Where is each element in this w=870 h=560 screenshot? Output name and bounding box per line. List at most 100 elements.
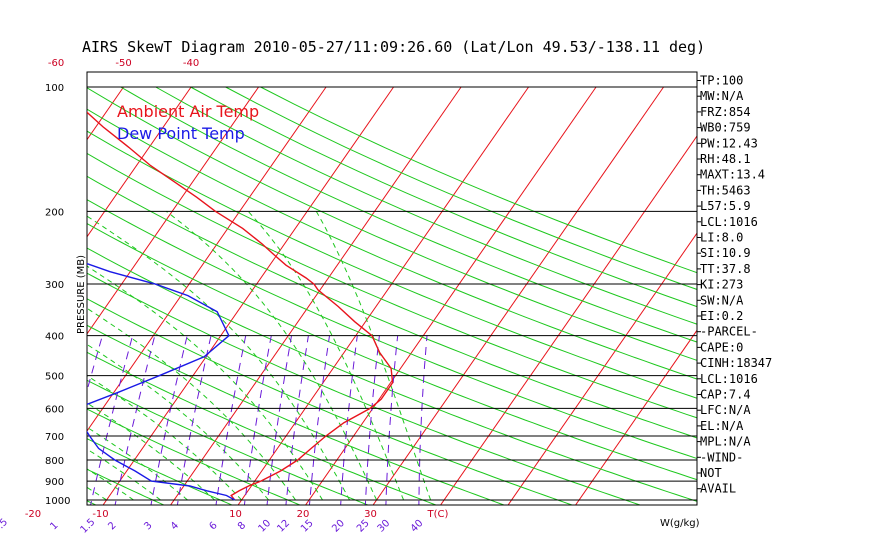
dry-adiabat-line xyxy=(0,87,35,509)
stat-item: L57:5.9 xyxy=(700,199,751,213)
moist-adiabat-line xyxy=(87,402,215,501)
dry-adiabat-line xyxy=(87,272,642,505)
pressure-tick-label: 100 xyxy=(45,83,64,94)
dry-adiabat-line xyxy=(87,298,574,505)
stat-item: WB0:759 xyxy=(700,121,751,135)
mixing-ratio-line xyxy=(418,335,428,505)
isotherm-line xyxy=(507,232,697,505)
stat-item: RH:48.1 xyxy=(700,152,751,166)
pressure-tick-label: 700 xyxy=(45,432,64,443)
mixing-ratio-line xyxy=(266,335,292,505)
sounding-profiles xyxy=(87,111,394,501)
stat-item: LCL:1016 xyxy=(700,215,758,229)
pressure-tick-label: 1000 xyxy=(45,496,70,507)
stat-item: -WIND- xyxy=(700,450,743,464)
dry-adiabat-line xyxy=(87,324,506,505)
isotherm-line xyxy=(372,86,664,505)
moist-adiabat-line xyxy=(315,211,432,501)
mixing-ratio-line xyxy=(90,335,134,505)
dewpoint-profile-line xyxy=(87,262,236,501)
pressure-tick-label: 800 xyxy=(45,456,64,467)
top-temperature-tick-label: -60 xyxy=(48,58,64,69)
isotherm-line xyxy=(574,329,697,505)
stat-item: AVAIL xyxy=(700,482,736,496)
mixing-ratio-line xyxy=(385,335,399,505)
legend-dewpoint: Dew Point Temp xyxy=(117,124,245,143)
dry-adiabat-line xyxy=(260,86,697,274)
y-axis-label: PRESSURE (MB) xyxy=(76,255,87,334)
dry-adiabat-line xyxy=(87,351,438,505)
dry-adiabat-line xyxy=(87,379,370,505)
bottom-temperature-tick-label: 10 xyxy=(229,509,242,520)
dry-adiabat-line xyxy=(87,108,697,380)
moist-adiabat-lines xyxy=(87,210,432,501)
mixing-ratio-line xyxy=(215,335,247,505)
stat-item: PW:12.43 xyxy=(700,136,758,150)
bottom-temperature-tick-label: 20 xyxy=(297,509,310,520)
mixing-ratio-tick-label: 30 xyxy=(376,518,393,535)
mixing-ratio-line xyxy=(150,335,188,505)
pressure-tick-label: 500 xyxy=(45,372,64,383)
stat-item: CINH:18347 xyxy=(700,356,772,370)
stat-item: LCL:1016 xyxy=(700,372,758,386)
legend-temperature: Ambient Air Temp xyxy=(117,102,259,121)
temperature-profile-line xyxy=(87,111,394,501)
mixing-ratio-tick-label: 3 xyxy=(142,520,154,532)
stat-item: SI:10.9 xyxy=(700,246,751,260)
mixing-ratio-line xyxy=(243,335,272,505)
dry-adiabat-line xyxy=(120,86,697,343)
mixing-ratio-tick-label: 20 xyxy=(330,518,347,535)
isotherm-line xyxy=(87,86,124,141)
stat-item: TP:100 xyxy=(700,74,743,88)
bottom-temperature-tick-label: 30 xyxy=(364,509,377,520)
dry-adiabat-line xyxy=(225,86,697,290)
mixing-ratio-unit-label: W(g/kg) xyxy=(660,518,700,529)
pressure-tick-label: 400 xyxy=(45,332,64,343)
mixing-ratio-tick-label: 4 xyxy=(169,520,181,532)
mixing-ratio-line xyxy=(285,335,309,505)
moist-adiabat-line xyxy=(87,468,134,501)
dry-adiabat-line xyxy=(87,468,166,505)
mixing-ratio-tick-label: 40 xyxy=(409,518,426,535)
stat-item: MPL:N/A xyxy=(700,435,751,449)
dry-adiabat-lines xyxy=(0,86,697,509)
plot-frame xyxy=(86,71,698,506)
mixing-ratio-line xyxy=(176,335,212,505)
stat-item: MAXT:13.4 xyxy=(700,168,765,182)
stat-item: -PARCEL- xyxy=(700,325,758,339)
isobar-lines xyxy=(86,71,698,506)
pressure-tick-label: 900 xyxy=(45,477,64,488)
mixing-ratio-line xyxy=(364,335,380,505)
moist-adiabat-line xyxy=(87,343,269,501)
isotherm-line xyxy=(87,86,327,432)
mixing-ratio-tick-label: 0.5 xyxy=(0,517,10,536)
mixing-ratio-tick-label: 6 xyxy=(208,520,220,532)
stat-item: EL:N/A xyxy=(700,419,744,433)
mixing-ratio-tick-label: 10 xyxy=(256,518,273,535)
mixing-ratio-lines xyxy=(87,335,428,505)
top-temperature-tick-labels: -120-110-100-90-80-70-60-50-40 xyxy=(48,58,199,69)
bottom-temperature-tick-label: -20 xyxy=(25,509,41,520)
mixing-ratio-tick-label: 2 xyxy=(106,520,118,532)
mixing-ratio-tick-label: 15 xyxy=(299,518,316,535)
dry-adiabat-line xyxy=(155,86,697,325)
stat-item: KI:273 xyxy=(700,278,743,292)
chart-title: AIRS SkewT Diagram 2010-05-27/11:09:26.6… xyxy=(82,38,705,56)
stat-item: SW:N/A xyxy=(700,293,744,307)
mixing-ratio-tick-label: 25 xyxy=(355,518,372,535)
stat-item: TH:5463 xyxy=(700,183,751,197)
mixing-ratio-tick-label: 12 xyxy=(275,518,292,535)
dry-adiabat-line xyxy=(87,223,697,481)
moist-adiabat-line xyxy=(87,375,242,501)
dry-adiabat-line xyxy=(87,87,697,361)
isotherm-line xyxy=(439,135,697,505)
isotherm-line xyxy=(0,87,56,509)
isotherm-line xyxy=(237,86,529,505)
dry-adiabat-line xyxy=(87,130,697,399)
mixing-ratio-tick-label: 8 xyxy=(236,520,248,532)
pressure-tick-labels: 100 200 300 400 500 600 700 800 900 1000 xyxy=(45,83,70,507)
